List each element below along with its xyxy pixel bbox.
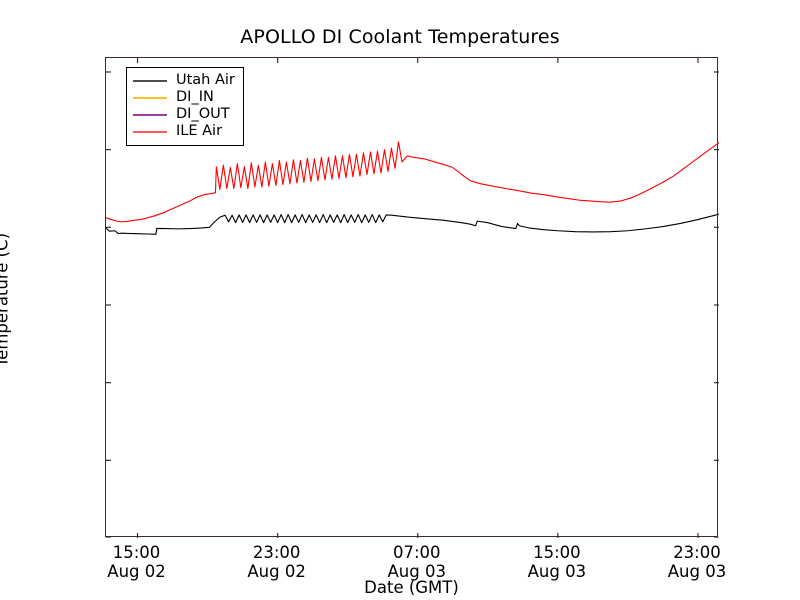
legend-label: Utah Air: [176, 72, 235, 88]
x-tick-time: 15:00: [533, 543, 581, 562]
legend-line-icon: [133, 130, 167, 133]
legend-line-icon: [133, 113, 167, 116]
y-axis: Temperature (C) 051015202530: [0, 0, 105, 600]
x-tick-date: Aug 02: [247, 562, 306, 581]
x-tick-date: Aug 02: [107, 562, 166, 581]
x-tick-label: 15:00 Aug 03: [487, 543, 627, 581]
legend-label: DI_OUT: [176, 106, 230, 122]
x-tick-date: Aug 03: [667, 562, 727, 581]
legend-label: ILE Air: [176, 123, 223, 139]
x-tick-label: 23:00 Aug 02: [207, 543, 347, 581]
legend-item[interactable]: Utah Air: [133, 72, 235, 89]
x-tick-label: 15:00 Aug 02: [67, 543, 207, 581]
chart-title: APOLLO DI Coolant Temperatures: [240, 26, 560, 48]
legend-line-icon: [133, 96, 167, 99]
x-tick-time: 15:00: [112, 543, 161, 562]
y-axis-label: Temperature (C): [0, 232, 12, 368]
x-tick-time: 23:00: [252, 543, 301, 562]
series-line-utah-air: [106, 213, 719, 235]
legend-item[interactable]: ILE Air: [133, 123, 235, 140]
legend-line-icon: [133, 79, 167, 82]
x-tick-time: 23:00: [673, 543, 721, 562]
x-tick-label: 23:00 Aug 03: [627, 543, 767, 581]
x-tick-time: 07:00: [392, 543, 441, 562]
legend-label: DI_IN: [176, 89, 214, 105]
x-tick-date: Aug 03: [387, 562, 446, 581]
legend-item[interactable]: DI_OUT: [133, 106, 235, 123]
series-line-ile-air: [106, 141, 719, 223]
x-tick-date: Aug 03: [527, 562, 587, 581]
x-tick-label: 07:00 Aug 03: [347, 543, 487, 581]
legend-item[interactable]: DI_IN: [133, 89, 235, 106]
x-axis-label: Date (GMT): [364, 578, 459, 597]
plot-canvas: [106, 58, 719, 538]
plot-area: Utah Air DI_IN DI_OUT ILE Air: [105, 57, 719, 538]
legend: Utah Air DI_IN DI_OUT ILE Air: [126, 67, 244, 146]
